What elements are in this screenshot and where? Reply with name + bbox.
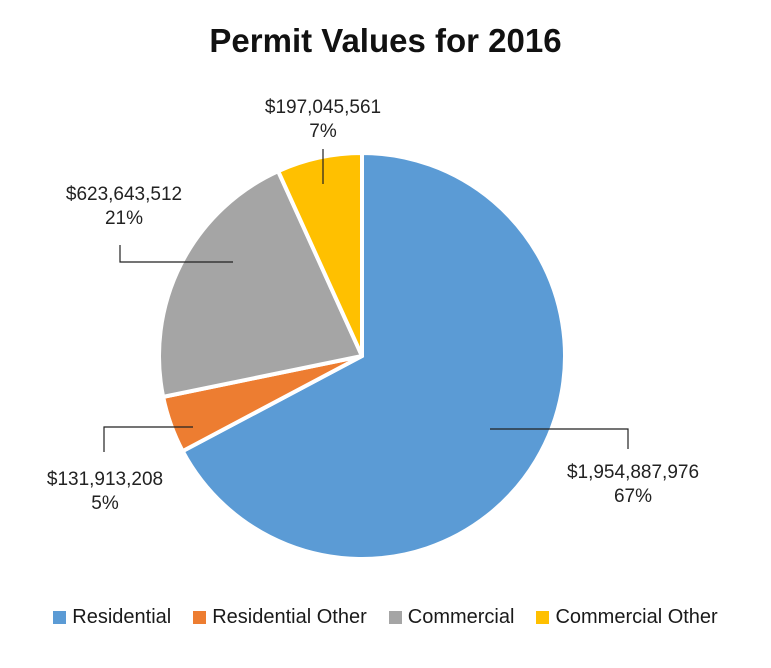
legend-swatch: [53, 611, 67, 624]
legend-label: Residential: [72, 606, 172, 628]
legend-swatch: [193, 611, 207, 624]
legend-item: Commercial: [388, 606, 515, 629]
data-label-percent: 5%: [91, 493, 119, 514]
legend-label: Commercial Other: [555, 606, 718, 628]
legend-label: Residential Other: [212, 606, 367, 628]
leader-line: [119, 245, 233, 263]
pie-slice-commercial: [157, 169, 364, 399]
data-label-value: $623,643,512: [66, 184, 182, 205]
legend-swatch: [388, 611, 402, 624]
data-label-value: $131,913,208: [47, 469, 163, 490]
legend-swatch: [536, 611, 550, 624]
legend: Residential Residential Other Commercial Co…: [0, 606, 771, 629]
legend-item: Residential: [53, 606, 171, 629]
legend-label: Commercial: [407, 606, 515, 628]
legend-item: Residential Other: [193, 606, 367, 629]
data-label-value: $1,954,887,976: [567, 462, 699, 483]
legend-item: Commercial Other: [536, 606, 718, 629]
data-label-value: $197,045,561: [265, 97, 381, 118]
data-label-percent: 67%: [614, 486, 652, 507]
pie-slice-commercial-other: [276, 151, 364, 358]
leader-line: [103, 426, 193, 452]
pie-slice-residential: [180, 151, 567, 561]
chart-title: Permit Values for 2016: [209, 22, 562, 59]
data-label-percent: 21%: [105, 208, 143, 229]
data-label-percent: 7%: [309, 121, 337, 142]
leader-line: [490, 428, 629, 449]
pie-chart: $1,954,887,976 67% $131,913,208 5% $623,643,…: [47, 97, 699, 561]
